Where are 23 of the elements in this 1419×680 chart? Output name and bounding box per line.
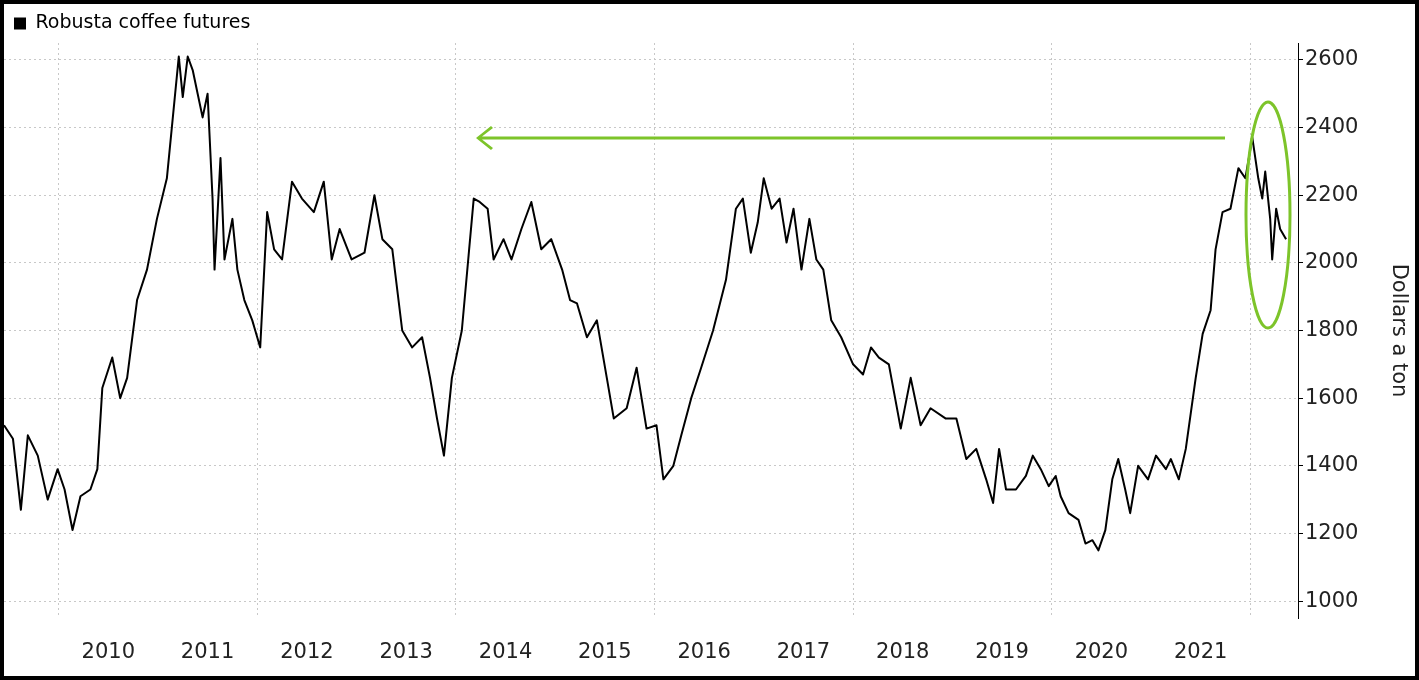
y-tick-label: 1400: [1305, 452, 1359, 477]
y-axis-title: Dollars a ton: [1387, 263, 1412, 398]
x-tick-label: 2014: [478, 639, 533, 664]
x-tick-label: 2011: [180, 639, 235, 664]
x-tick-label: 2015: [578, 639, 632, 664]
y-tick-label: 1800: [1305, 316, 1359, 341]
y-tick-label: 1200: [1305, 519, 1359, 544]
legend-label: Robusta coffee futures: [35, 10, 251, 33]
x-tick-label: 2016: [677, 639, 731, 664]
y-tick-label: 2000: [1305, 249, 1359, 274]
x-tick-label: 2017: [776, 639, 831, 664]
y-tick-label: 1600: [1305, 384, 1359, 409]
x-tick-label: 2019: [975, 639, 1029, 664]
x-tick-label: 2020: [1074, 639, 1129, 664]
x-tick-label: 2013: [379, 639, 433, 664]
x-tick-label: 2018: [876, 639, 930, 664]
y-tick-label: 2400: [1305, 114, 1359, 139]
x-tick-label: 2021: [1173, 639, 1228, 664]
x-tick-label: 2012: [280, 639, 334, 664]
x-tick-label: 2010: [81, 639, 135, 664]
y-tick-label: 2600: [1305, 46, 1359, 71]
y-tick-label: 1000: [1305, 587, 1359, 612]
y-tick-label: 2200: [1305, 181, 1359, 206]
